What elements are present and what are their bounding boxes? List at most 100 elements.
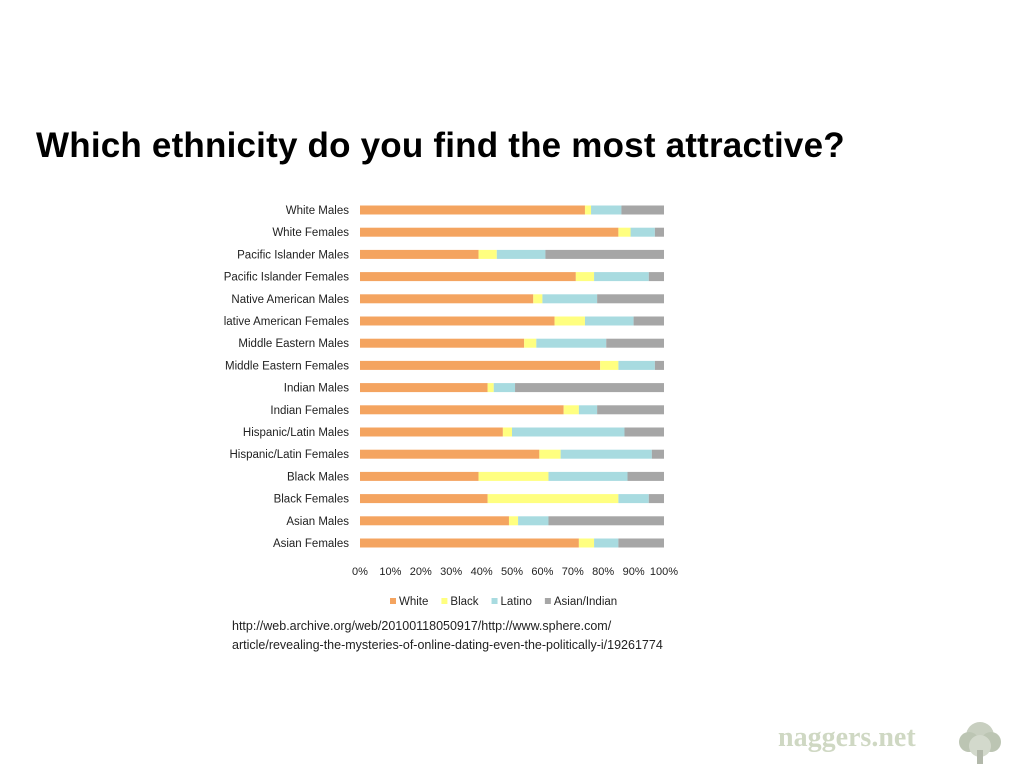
- bar-pacific-islander-males-white: [360, 249, 479, 259]
- bar-white-males-black: [584, 205, 592, 215]
- bar-black-females-black: [487, 494, 619, 504]
- bar-white-females-black: [618, 227, 631, 237]
- category-label-native-american-males: Native American Males: [231, 294, 349, 306]
- bar-native-american-males-latino: [542, 294, 598, 304]
- category-label-white-females: White Females: [272, 227, 349, 239]
- bar-pacific-islander-females-black: [575, 272, 595, 282]
- bar-black-females-latino: [618, 494, 649, 504]
- bar-white-females-white: [360, 227, 619, 237]
- category-label-indian-males: Indian Males: [284, 383, 349, 395]
- bar-white-males-white: [360, 205, 585, 215]
- category-label-black-males: Black Males: [287, 471, 349, 483]
- bar-asian-males-black: [508, 516, 519, 526]
- bar-pacific-islander-males-asian-indian: [545, 249, 664, 259]
- bar-black-males-black: [478, 471, 549, 481]
- x-tick-8: 80%: [592, 566, 614, 578]
- bar-middle-eastern-females-black: [600, 360, 619, 370]
- bar-hispanic-latin-females-black: [539, 449, 561, 459]
- bar-asian-females-white: [360, 538, 579, 548]
- bar-asian-females-latino: [594, 538, 619, 548]
- legend-label-latino: Latino: [501, 596, 532, 608]
- bar-middle-eastern-males-black: [524, 338, 537, 348]
- source-link-line-1[interactable]: http://web.archive.org/web/2010011805091…: [232, 619, 612, 633]
- bar-black-females-asian-indian: [648, 494, 664, 504]
- bar-indian-males-black: [487, 383, 494, 393]
- bar-hispanic-latin-males-white: [360, 427, 503, 437]
- bar-middle-eastern-males-asian-indian: [606, 338, 664, 348]
- x-tick-3: 30%: [440, 566, 462, 578]
- bar-asian-males-white: [360, 516, 509, 526]
- watermark-text: naggers.net: [778, 722, 916, 753]
- x-axis-ticks: 0% 10% 20% 30% 40% 50% 60% 70% 80% 90% 100%: [352, 566, 678, 578]
- legend: White Black Latino Asian/Indian: [390, 596, 617, 608]
- bar-lative-american-females-asian-indian: [633, 316, 664, 326]
- bar-middle-eastern-males-latino: [536, 338, 607, 348]
- category-label-middle-eastern-females: Middle Eastern Females: [225, 360, 349, 372]
- category-label-indian-females: Indian Females: [270, 405, 349, 417]
- bar-white-females-latino: [630, 227, 655, 237]
- category-label-asian-males: Asian Males: [286, 516, 349, 528]
- bar-hispanic-latin-females-asian-indian: [651, 449, 664, 459]
- bar-hispanic-latin-males-black: [502, 427, 512, 437]
- category-label-pacific-islander-males: Pacific Islander Males: [237, 249, 349, 261]
- bar-asian-females-black: [578, 538, 595, 548]
- bars-group: [360, 205, 664, 548]
- category-label-pacific-islander-females: Pacific Islander Females: [224, 272, 350, 284]
- bar-indian-females-asian-indian: [597, 405, 664, 415]
- x-tick-4: 40%: [471, 566, 493, 578]
- bar-pacific-islander-females-white: [360, 272, 576, 282]
- bar-hispanic-latin-males-asian-indian: [624, 427, 664, 437]
- bar-native-american-males-white: [360, 294, 534, 304]
- bar-hispanic-latin-females-white: [360, 449, 540, 459]
- x-tick-7: 70%: [562, 566, 584, 578]
- bar-asian-males-latino: [518, 516, 549, 526]
- bar-pacific-islander-males-latino: [496, 249, 546, 259]
- tree-logo-icon: [959, 722, 1001, 764]
- bar-pacific-islander-males-black: [478, 249, 497, 259]
- category-label-hispanic-latin-males: Hispanic/Latin Males: [243, 427, 349, 439]
- bar-pacific-islander-females-asian-indian: [648, 272, 664, 282]
- bar-middle-eastern-females-asian-indian: [654, 360, 664, 370]
- source-citation: http://web.archive.org/web/2010011805091…: [232, 617, 663, 655]
- bar-middle-eastern-females-white: [360, 360, 601, 370]
- bar-asian-females-asian-indian: [618, 538, 664, 548]
- category-labels: White Males White Females Pacific Islander…: [224, 205, 350, 550]
- x-tick-6: 60%: [531, 566, 553, 578]
- source-link-line-2[interactable]: article/revealing-the-mysteries-of-onlin…: [232, 638, 663, 652]
- legend-swatch-white: [390, 598, 396, 604]
- category-label-white-males: White Males: [286, 205, 350, 217]
- bar-indian-females-black: [563, 405, 579, 415]
- bar-native-american-males-asian-indian: [597, 294, 664, 304]
- bar-indian-males-latino: [493, 383, 516, 393]
- bar-white-males-latino: [591, 205, 622, 215]
- x-tick-1: 10%: [379, 566, 401, 578]
- legend-label-black: Black: [450, 596, 478, 608]
- category-label-hispanic-latin-females: Hispanic/Latin Females: [229, 449, 349, 461]
- x-tick-2: 20%: [410, 566, 432, 578]
- legend-swatch-latino: [491, 598, 498, 604]
- bar-black-males-latino: [548, 471, 628, 481]
- x-tick-9: 90%: [623, 566, 645, 578]
- bar-black-males-white: [360, 471, 479, 481]
- bar-indian-males-white: [360, 383, 488, 393]
- bar-pacific-islander-females-latino: [594, 272, 649, 282]
- x-tick-10: 100%: [650, 566, 678, 578]
- category-label-lative-american-females: lative American Females: [224, 316, 350, 328]
- bar-indian-females-white: [360, 405, 564, 415]
- bar-middle-eastern-females-latino: [618, 360, 655, 370]
- x-tick-0: 0%: [352, 566, 368, 578]
- bar-black-females-white: [360, 494, 488, 504]
- bar-indian-males-asian-indian: [515, 383, 664, 393]
- bar-asian-males-asian-indian: [548, 516, 664, 526]
- bar-hispanic-latin-males-latino: [512, 427, 625, 437]
- category-label-middle-eastern-males: Middle Eastern Males: [238, 338, 349, 350]
- legend-label-white: White: [399, 596, 428, 608]
- bar-native-american-males-black: [533, 294, 543, 304]
- legend-label-asian-indian: Asian/Indian: [554, 596, 617, 608]
- bar-middle-eastern-males-white: [360, 338, 525, 348]
- x-tick-5: 50%: [501, 566, 523, 578]
- bar-white-females-asian-indian: [654, 227, 664, 237]
- category-label-black-females: Black Females: [274, 494, 350, 506]
- legend-swatch-black: [441, 598, 448, 604]
